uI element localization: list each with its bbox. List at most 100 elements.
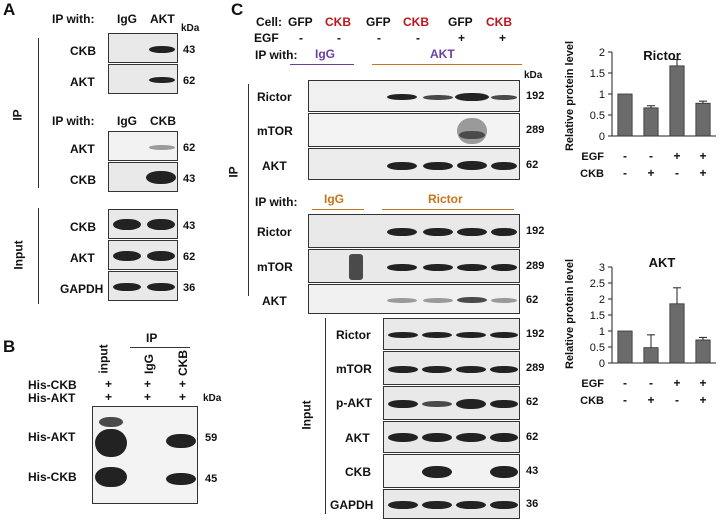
- y-tick-label: 1: [599, 89, 605, 101]
- plus-sign: +: [144, 377, 152, 391]
- kda-value: 59: [205, 432, 218, 444]
- ckb-row-label: CKB: [580, 395, 604, 407]
- egf-value: -: [416, 31, 420, 45]
- ip-bracket: [248, 84, 249, 296]
- panel-b-letter: B: [3, 337, 16, 356]
- kda-value: 43: [526, 465, 539, 477]
- egf-value: -: [377, 31, 381, 45]
- panel-c-letter: C: [231, 0, 244, 19]
- row-label: Rictor: [257, 225, 292, 239]
- ip-bracket: [38, 38, 39, 188]
- ckb-sign: +: [647, 166, 654, 180]
- plus-sign: +: [179, 377, 187, 391]
- row-label: His-CKB: [28, 378, 77, 392]
- blot-strip: [383, 489, 520, 519]
- y-tick-label: 2: [599, 47, 605, 59]
- band-label: His-CKB: [28, 470, 77, 484]
- y-tick-label: 0: [599, 131, 605, 143]
- blot-strip: [108, 209, 178, 239]
- cell-label: Cell:: [256, 15, 283, 29]
- igg-label: IgG: [315, 47, 335, 61]
- row-label: GAPDH: [60, 282, 104, 296]
- lane-label: IgG: [117, 12, 137, 26]
- y-axis-label: Relative protein level: [564, 41, 576, 151]
- row-label: CKB: [70, 173, 96, 187]
- kda-value: 43: [183, 220, 196, 232]
- ckb-sign: -: [675, 166, 679, 180]
- row-label: AKT: [345, 431, 370, 445]
- egf-value: -: [337, 31, 341, 45]
- lane-label: AKT: [150, 12, 175, 26]
- egf-row-label: EGF: [581, 378, 604, 390]
- cell-value: GFP: [448, 15, 473, 29]
- ckb-sign: -: [623, 393, 627, 407]
- kda-value: 43: [183, 44, 196, 56]
- ip-with-label: IP with:: [52, 114, 95, 128]
- ckb-sign: +: [647, 393, 654, 407]
- bar: [617, 330, 633, 364]
- kda-value: 62: [183, 75, 196, 87]
- plus-sign: +: [105, 390, 113, 404]
- blot-strip: [308, 214, 520, 248]
- blot-strip: [108, 64, 178, 94]
- igg-bracket-line: [312, 209, 364, 210]
- kda-value: 62: [526, 431, 539, 443]
- blot-strip: [308, 284, 520, 314]
- egf-sign: +: [673, 376, 680, 390]
- egf-label: EGF: [254, 31, 279, 45]
- kda-value: 62: [526, 396, 539, 408]
- band-label: His-AKT: [28, 430, 76, 444]
- blot-strip: [108, 271, 178, 301]
- kda-value: 43: [183, 173, 196, 185]
- input-side-label: Input: [299, 400, 314, 430]
- row-label: p-AKT: [336, 396, 372, 410]
- ip-with-label: IP with:: [52, 12, 95, 26]
- blot-strip: [308, 148, 520, 180]
- row-label: CKB: [70, 220, 96, 234]
- cell-value: CKB: [325, 15, 351, 29]
- input-bracket: [325, 318, 326, 514]
- ip-header: IP: [146, 331, 158, 345]
- row-label: GAPDH: [330, 498, 374, 512]
- plus-sign: +: [144, 390, 152, 404]
- ip-side-label: IP: [10, 109, 25, 121]
- y-tick-label: 1: [599, 326, 605, 338]
- lane-label: CKB: [176, 350, 190, 376]
- egf-sign: -: [649, 376, 653, 390]
- ckb-sign: -: [675, 393, 679, 407]
- blot-strip: [108, 240, 178, 270]
- row-label: AKT: [70, 142, 95, 156]
- blot-strip: [383, 386, 520, 420]
- input-bracket: [38, 208, 39, 304]
- kda-header: kDa: [524, 70, 543, 81]
- kda-value: 45: [205, 473, 218, 485]
- y-tick-label: 3: [599, 262, 605, 274]
- y-tick-label: 0: [599, 358, 605, 370]
- ip-bracket-line: [130, 347, 190, 348]
- bar: [695, 102, 711, 137]
- blot-strip: [108, 162, 178, 192]
- kda-value: 289: [526, 124, 545, 136]
- egf-sign: +: [673, 149, 680, 163]
- row-label: CKB: [345, 465, 371, 479]
- kda-value: 192: [526, 328, 545, 340]
- ckb-sign: +: [699, 393, 706, 407]
- igg-bracket-line: [290, 64, 354, 65]
- blot-strip: [92, 406, 198, 504]
- egf-row-label: EGF: [581, 151, 604, 163]
- blot-strip: [108, 131, 178, 161]
- igg-label: IgG: [324, 192, 344, 206]
- ip-with-label: IP with:: [255, 48, 298, 62]
- lane-label: IgG: [142, 354, 156, 374]
- blot-strip: [308, 249, 520, 283]
- blot-strip: [383, 421, 520, 453]
- y-tick-label: 0.5: [590, 342, 605, 354]
- chart-title: Rictor: [643, 48, 681, 63]
- akt-label: AKT: [430, 47, 455, 61]
- egf-value: +: [499, 31, 507, 45]
- ip-side-label: IP: [226, 166, 241, 178]
- row-label: AKT: [70, 75, 95, 89]
- input-side-label: Input: [11, 240, 26, 270]
- lane-label: CKB: [150, 114, 176, 128]
- egf-sign: -: [623, 376, 627, 390]
